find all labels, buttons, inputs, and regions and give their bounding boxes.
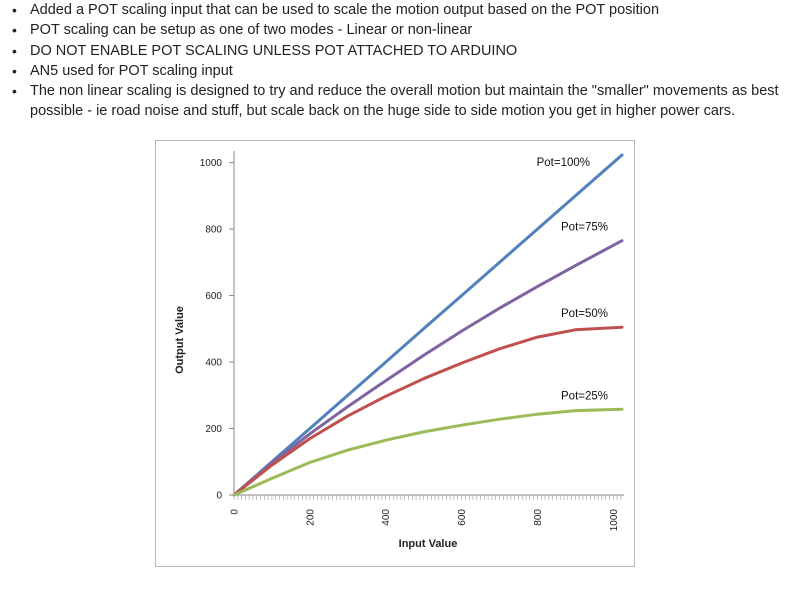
y-tick-label: 600 <box>205 291 222 302</box>
x-tick-label: 0 <box>230 509 241 515</box>
bullet-icon: • <box>12 2 17 18</box>
x-tick-label: 600 <box>457 509 468 526</box>
y-tick-label: 400 <box>205 358 222 369</box>
bullet-icon: • <box>12 42 17 59</box>
note-item: • Added a POT scaling input that can be u… <box>0 0 811 20</box>
series-label: Pot=25% <box>561 390 608 402</box>
x-tick-label: 1000 <box>609 509 620 532</box>
note-item: • The non linear scaling is designed to t… <box>0 81 811 122</box>
pot-scaling-chart: 0 200 400 600 800 1000 0 200 400 600 800 1000 Input … <box>174 151 624 550</box>
notes-list: • Added a POT scaling input that can be u… <box>0 0 811 122</box>
note-text: DO NOT ENABLE POT SCALING UNLESS POT ATT… <box>30 42 518 59</box>
note-text: Added a POT scaling input that can be us… <box>30 2 660 18</box>
bullet-icon: • <box>12 83 17 100</box>
note-text: AN5 used for POT scaling input <box>30 62 233 79</box>
x-tick-label: 800 <box>533 509 544 526</box>
series-label: Pot=75% <box>561 222 608 234</box>
note-item: • POT scaling can be setup as one of two … <box>0 20 811 40</box>
y-tick-label: 200 <box>205 424 222 435</box>
note-item: • AN5 used for POT scaling input <box>0 61 811 81</box>
note-text: The non linear scaling is designed to tr… <box>30 83 779 120</box>
series-label: Pot=100% <box>537 157 590 169</box>
y-axis-title: Output Value <box>174 306 186 374</box>
y-tick-label: 0 <box>216 491 222 502</box>
y-tick-label: 800 <box>205 225 222 236</box>
note-item: • DO NOT ENABLE POT SCALING UNLESS POT AT… <box>0 41 811 61</box>
chart-figure: 0 200 400 600 800 1000 0 200 400 600 800 1000 Input … <box>155 140 635 567</box>
bullet-icon: • <box>12 22 17 39</box>
x-tick-label: 200 <box>305 509 316 526</box>
series-line-3 <box>232 325 624 497</box>
note-text: POT scaling can be setup as one of two m… <box>30 22 473 39</box>
series-label: Pot=50% <box>561 308 608 320</box>
series-line-1 <box>232 153 624 497</box>
y-tick-label: 1000 <box>200 158 223 169</box>
series-line-4 <box>232 407 624 497</box>
series-line-2 <box>232 239 624 497</box>
x-axis-title: Input Value <box>399 538 458 550</box>
x-tick-label: 400 <box>381 509 392 526</box>
bullet-icon: • <box>12 62 17 79</box>
